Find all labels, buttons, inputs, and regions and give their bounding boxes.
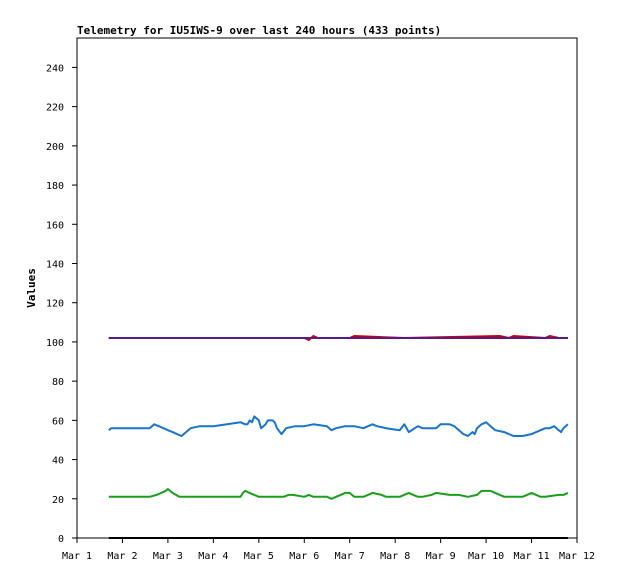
y-axis: 0 20 40 60 80 100 120 140 160 180 200 220 240	[46, 63, 77, 545]
y-tick-label: 160	[46, 220, 64, 231]
y-tick-label: 140	[46, 259, 64, 270]
series-line-1	[108, 488, 569, 500]
y-tick-label: 200	[46, 142, 64, 153]
series-layer	[108, 335, 569, 539]
x-tick-label: Mar 7	[335, 551, 365, 562]
x-tick-label: Mar 11	[513, 551, 549, 562]
y-tick-label: 80	[52, 377, 64, 388]
x-tick-label: Mar 5	[244, 551, 274, 562]
x-tick-label: Mar 8	[380, 551, 410, 562]
y-tick-label: 180	[46, 181, 64, 192]
y-tick-label: 40	[52, 456, 64, 467]
y-axis-label: Values	[25, 268, 38, 308]
x-axis: Mar 1 Mar 2 Mar 3 Mar 4 Mar 5 Mar 6 Mar 7 Mar 8…	[62, 538, 595, 562]
series-line-2	[108, 415, 569, 437]
y-tick-label: 60	[52, 416, 64, 427]
x-tick-label: Mar 4	[198, 551, 228, 562]
y-tick-label: 240	[46, 63, 64, 74]
x-tick-label: Mar 3	[153, 551, 183, 562]
y-tick-label: 220	[46, 103, 64, 114]
x-tick-label: Mar 1	[62, 551, 92, 562]
x-tick-label: Mar 12	[559, 551, 595, 562]
y-tick-label: 120	[46, 299, 64, 310]
x-tick-label: Mar 2	[107, 551, 137, 562]
y-tick-label: 0	[58, 534, 64, 545]
y-tick-label: 20	[52, 495, 64, 506]
x-tick-label: Mar 10	[468, 551, 504, 562]
plot-frame	[76, 37, 578, 539]
x-tick-label: Mar 6	[289, 551, 319, 562]
chart-title: Telemetry for IU5IWS-9 over last 240 hou…	[77, 24, 441, 37]
x-tick-label: Mar 9	[426, 551, 456, 562]
y-tick-label: 100	[46, 338, 64, 349]
